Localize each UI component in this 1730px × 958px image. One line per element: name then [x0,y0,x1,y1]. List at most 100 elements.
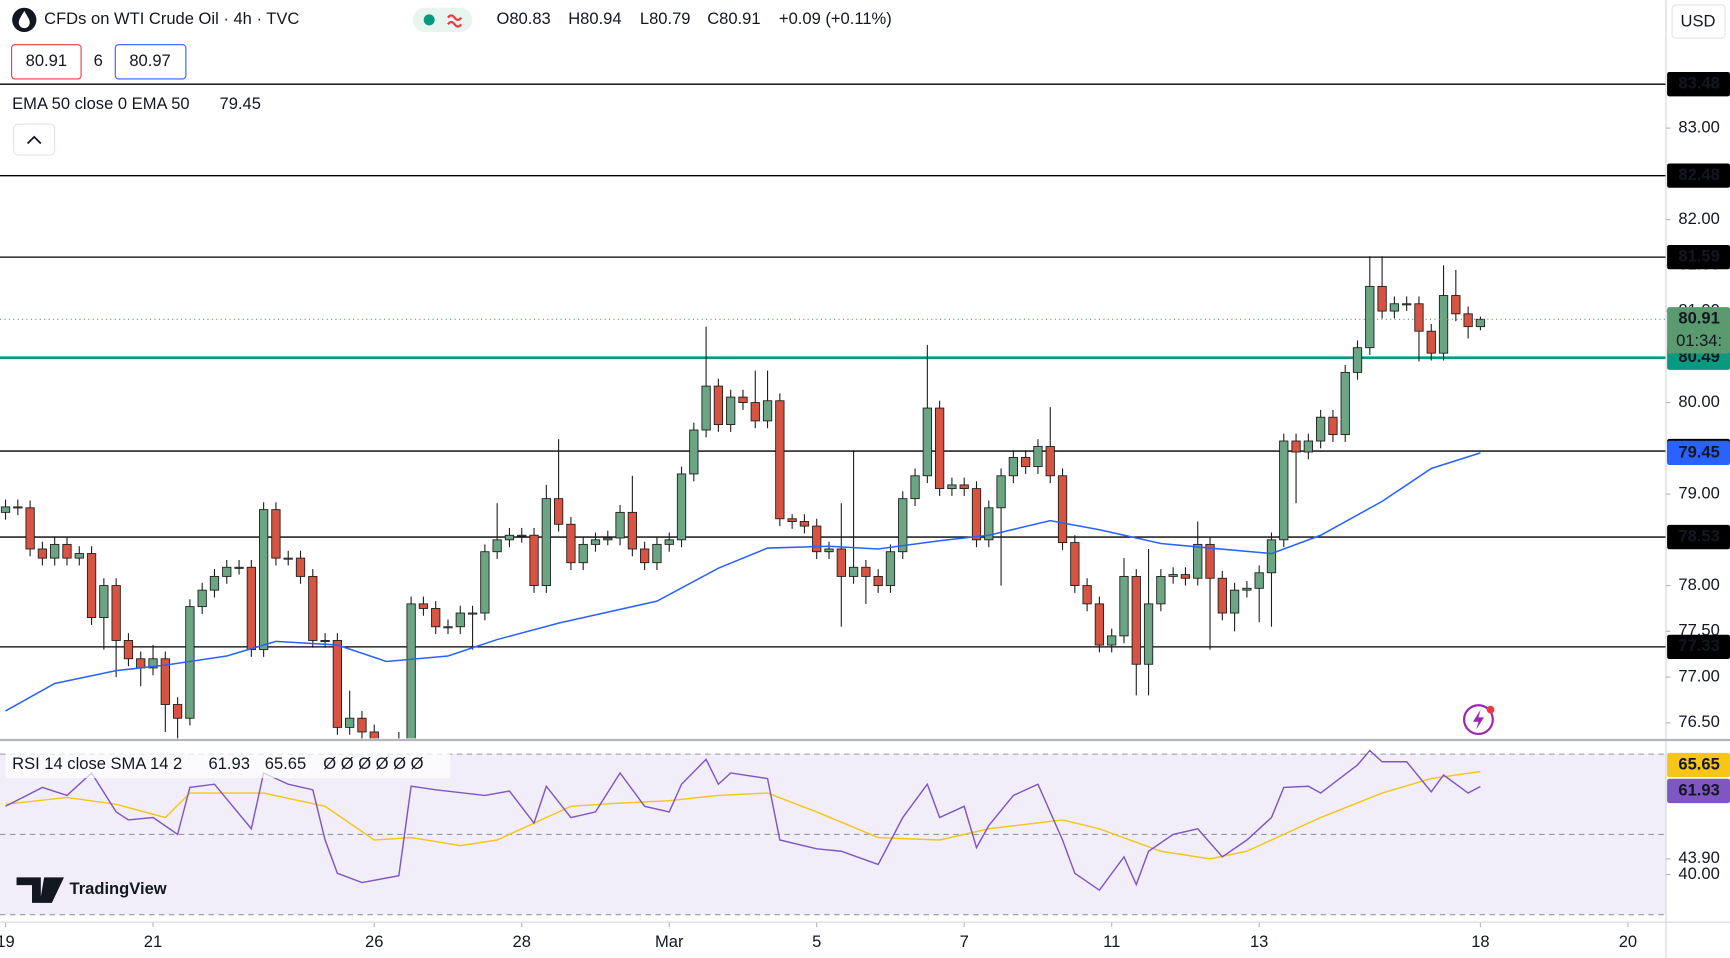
symbol-icon-drop [18,11,30,29]
x-tick-label: 21 [144,932,162,951]
candle-body [1217,577,1227,614]
candle-body [160,658,170,705]
candle-body [1094,603,1105,646]
x-tick-label: 11 [1103,932,1120,951]
candle-body [1389,303,1400,312]
candle-body [590,539,601,545]
y-tick-label: 78.00 [1678,575,1719,594]
candle-body [431,608,441,628]
sell-button[interactable] [11,44,82,80]
candle-body [1475,318,1486,328]
market-status[interactable] [412,7,473,33]
candle-body [541,498,551,587]
price-badge [1667,752,1730,778]
candle-body [443,626,453,629]
candle-body [689,429,699,475]
price-badge-label: 79.45 [1678,442,1719,461]
candle-body [1377,285,1387,312]
candle-body [234,566,244,569]
candle-body [640,548,650,564]
candle-body [148,658,158,669]
candle-body [1131,575,1141,665]
price-badge-label: 80.91 [1678,309,1719,328]
candle-body [1316,416,1326,442]
candle-body [86,553,97,619]
candle-body [615,511,625,539]
candle-body [332,640,343,728]
buy-button[interactable] [114,44,187,80]
price-badge [1667,440,1730,466]
candle-body [529,534,539,587]
candle-body [873,575,883,587]
candle-body [455,612,465,628]
rsi-y-tick-label: 40.00 [1678,864,1719,883]
price-badge [1667,634,1730,660]
price-badge-label: 65.65 [1678,754,1719,773]
candle-body [553,498,564,525]
collapse-chevron [26,135,42,145]
candle-body [283,557,293,560]
candle-body [1291,440,1301,453]
candle-body [246,566,256,651]
candle-body [406,603,416,739]
candle-body [824,548,834,553]
collapse-button[interactable] [13,123,56,156]
candle-body [1451,295,1461,315]
market-open-dot [423,14,435,26]
x-tick-label: 7 [960,932,969,951]
candle-body [1119,575,1129,637]
price-badge [1667,778,1730,804]
rsi-band [0,754,1667,915]
candle-body [1365,285,1375,349]
candle-body [701,385,711,431]
candle-body [1180,574,1191,579]
candle-body [25,507,35,550]
candle-body [1328,416,1338,436]
price-badge [1667,307,1730,354]
x-tick-label: 5 [812,932,821,951]
header: CFDs on WTI Crude Oil · 4h · TVC O80.83 … [5,4,1726,903]
candle-body [959,484,969,490]
candle-body [1254,572,1264,589]
candle-body [1045,446,1055,477]
candle-body [652,543,662,564]
x-tick-label: 20 [1619,932,1637,951]
change: +0.09 (+0.11%) [779,9,892,28]
rsi-y-tick-label: 43.90 [1678,848,1719,867]
price-badge [1667,163,1730,188]
delay-icon [447,14,463,28]
ohlc-open: O80.83 [496,9,550,28]
candle-body [996,475,1006,509]
candle-body [713,385,724,425]
candle-body [1008,457,1019,477]
candle-body [62,543,72,559]
candle-body [136,658,146,669]
y-tick-label: 76.50 [1678,712,1719,731]
rsi-legend-value: 61.93 [209,754,250,773]
candle-body [172,704,183,719]
x-tick-label: 18 [1471,932,1489,951]
candle-body [1229,589,1240,614]
candle-body [676,473,687,541]
candle-body [209,575,220,591]
currency-box[interactable] [1671,4,1726,39]
candle-body [1070,542,1080,587]
candle-body [603,537,613,541]
rsi-sma-line [5,770,1481,860]
ema-legend: EMA 50 close 0 EMA 50 [12,94,189,113]
candle-body [775,400,785,520]
candle-body [898,498,908,553]
brand-logo [16,877,64,903]
candle-body [504,534,515,541]
price-badge-label: 83.48 [1678,74,1719,93]
sell-price: 80.91 [26,51,67,70]
candle-body [1107,635,1117,646]
x-tick-label: 28 [513,932,531,951]
candle-body [799,521,810,527]
y-tick-label: 79.00 [1678,483,1719,502]
candle-body [910,475,920,500]
ohlc-high: H80.94 [568,9,621,28]
price-badge-label: 81.59 [1678,246,1719,265]
candle-body [1414,303,1424,332]
candle-body [971,488,982,541]
